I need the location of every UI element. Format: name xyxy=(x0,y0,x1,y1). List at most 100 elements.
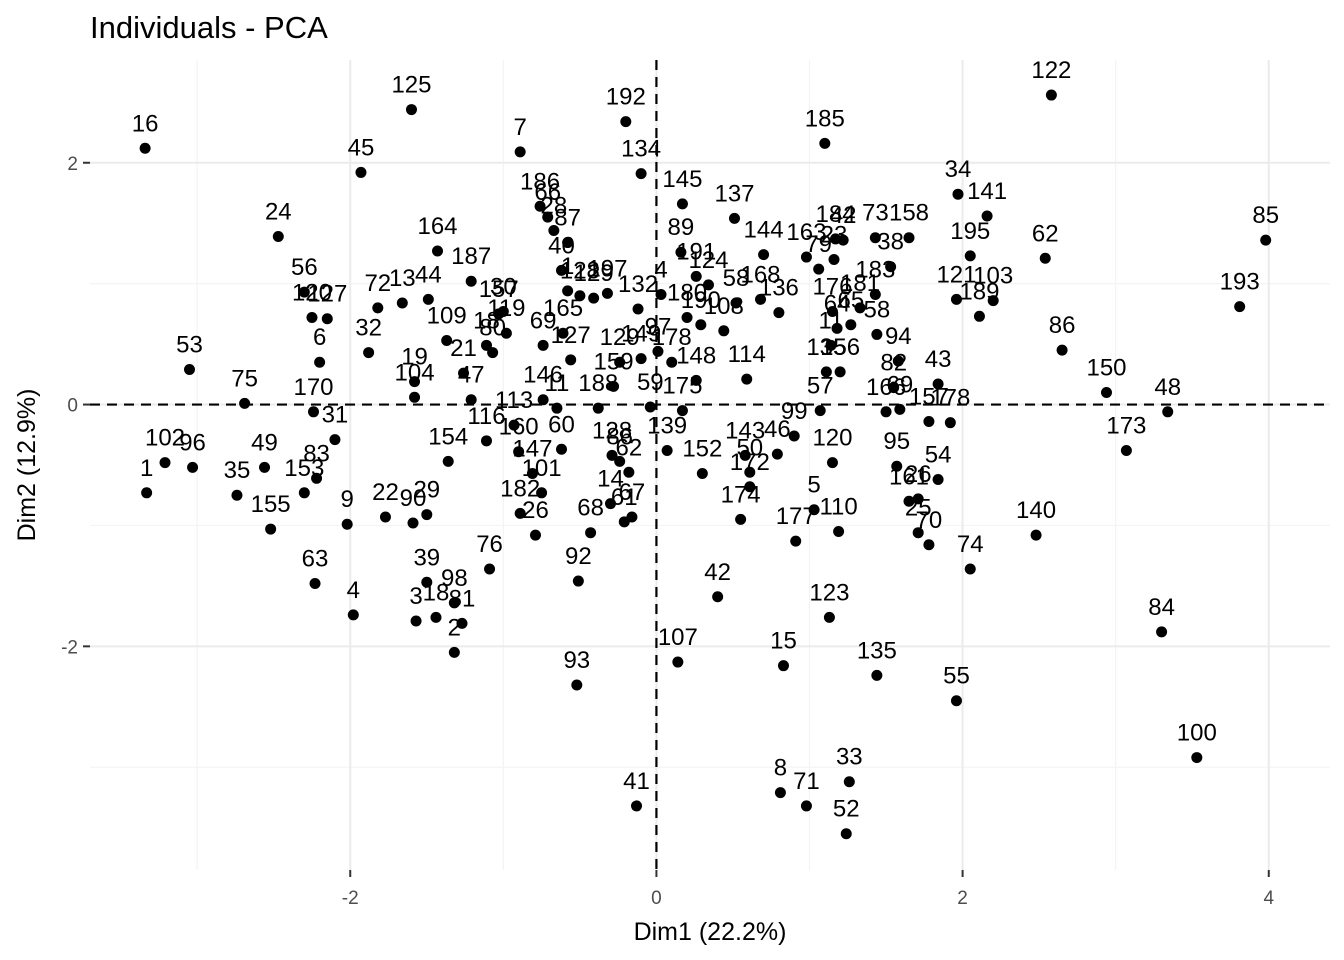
data-point-label: 7 xyxy=(513,114,526,141)
data-point-label: 86 xyxy=(606,423,633,450)
data-point xyxy=(903,232,915,244)
data-point-label: 129 xyxy=(574,260,614,287)
data-point-label: 93 xyxy=(563,647,590,674)
data-point xyxy=(964,563,976,575)
data-point xyxy=(571,679,583,691)
point-markers xyxy=(139,89,1272,840)
data-point xyxy=(730,297,742,309)
data-point xyxy=(139,142,151,154)
data-point xyxy=(676,198,688,210)
data-point xyxy=(311,472,323,484)
data-point-label: 28 xyxy=(541,192,568,219)
data-point xyxy=(635,353,647,365)
data-point xyxy=(298,286,310,298)
data-point-label: 107 xyxy=(658,624,698,651)
data-point xyxy=(314,356,326,368)
data-point-label: 150 xyxy=(1086,354,1126,381)
data-point xyxy=(548,224,560,236)
data-point xyxy=(728,212,740,224)
data-point-label: 120 xyxy=(812,425,852,452)
data-point xyxy=(831,322,843,334)
data-point-label: 174 xyxy=(721,481,761,508)
data-point-label: 62 xyxy=(1032,220,1059,247)
data-point-label: 161 xyxy=(889,463,929,490)
data-point xyxy=(562,237,574,249)
data-point xyxy=(1039,252,1051,264)
data-point xyxy=(556,443,568,455)
data-point-label: 98 xyxy=(441,565,468,592)
data-point-label: 42 xyxy=(830,202,857,229)
data-point xyxy=(644,401,656,413)
data-point xyxy=(588,292,600,304)
data-point xyxy=(396,297,408,309)
data-point-label: 122 xyxy=(1031,57,1071,84)
data-point-label: 127 xyxy=(551,322,591,349)
data-point xyxy=(814,405,826,417)
data-point xyxy=(557,327,569,339)
data-point xyxy=(534,200,546,212)
data-point-label: 38 xyxy=(877,229,904,256)
data-point xyxy=(840,828,852,840)
data-point xyxy=(542,211,554,223)
data-point-label: 143 xyxy=(725,417,765,444)
data-point xyxy=(480,339,492,351)
data-point xyxy=(666,356,678,368)
data-point-label: 152 xyxy=(682,435,722,462)
data-point-label: 192 xyxy=(606,84,646,111)
data-point-label: 72 xyxy=(364,270,391,297)
data-point-label: 70 xyxy=(916,507,943,534)
data-point-label: 22 xyxy=(372,479,399,506)
data-point xyxy=(718,325,730,337)
data-point xyxy=(843,776,855,788)
data-point-label: 26 xyxy=(905,461,932,488)
data-point xyxy=(422,293,434,305)
data-point xyxy=(932,378,944,390)
data-point-label: 187 xyxy=(451,243,491,270)
data-point xyxy=(565,354,577,366)
data-point xyxy=(159,457,171,469)
data-point xyxy=(758,249,770,261)
data-point xyxy=(790,535,802,547)
data-point-label: 26 xyxy=(522,497,549,524)
data-point-label: 154 xyxy=(428,423,468,450)
data-point-label: 1 xyxy=(140,455,153,482)
data-point xyxy=(1056,344,1068,356)
data-point-label: 191 xyxy=(676,238,716,265)
data-point-label: 193 xyxy=(1220,269,1260,296)
data-point xyxy=(614,356,626,368)
data-point xyxy=(950,293,962,305)
data-point xyxy=(681,312,693,324)
data-point-label: 66 xyxy=(534,179,561,206)
minor-gridlines xyxy=(90,60,1330,870)
data-point xyxy=(973,310,985,322)
data-point xyxy=(604,498,616,510)
data-point xyxy=(923,415,935,427)
data-point-label: 19 xyxy=(401,344,428,371)
data-point-label: 178 xyxy=(652,324,692,351)
data-point xyxy=(306,312,318,324)
data-point xyxy=(672,656,684,668)
data-point-label: 32 xyxy=(355,315,382,342)
data-point-label: 85 xyxy=(1252,202,1279,229)
data-point xyxy=(592,402,604,414)
data-point-label: 41 xyxy=(623,768,650,795)
data-point-label: 62 xyxy=(616,434,643,461)
data-point-label: 61 xyxy=(611,484,638,511)
data-point xyxy=(513,446,525,458)
data-point xyxy=(379,511,391,523)
data-point-label: 9 xyxy=(341,486,354,513)
data-point xyxy=(585,527,597,539)
data-point-label: 181 xyxy=(840,270,880,297)
data-point-label: 71 xyxy=(793,768,820,795)
data-point xyxy=(808,504,820,516)
data-point xyxy=(265,523,277,535)
data-point-label: 178 xyxy=(930,385,970,412)
data-point-label: 166 xyxy=(866,374,906,401)
data-point-label: 135 xyxy=(806,334,846,361)
data-point-label: 18 xyxy=(423,579,450,606)
data-point xyxy=(869,232,881,244)
data-point-label: 108 xyxy=(704,293,744,320)
data-point xyxy=(562,285,574,297)
data-point xyxy=(407,517,419,529)
